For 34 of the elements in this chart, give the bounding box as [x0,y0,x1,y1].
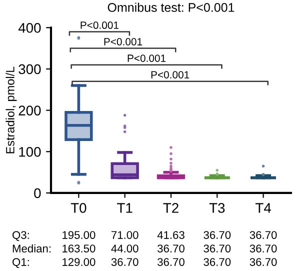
y-tick-label: 100 [19,146,41,157]
annotation: P<0.001 [80,22,119,29]
chart-title: Omnibus test: P<0.001 [108,2,234,12]
text: 36.70 [111,258,138,266]
text: 163.50 [62,244,96,252]
y-tick-label: 200 [18,106,41,116]
y-tick-label: 400 [18,22,41,33]
y-axis-title: Estradiol, pmol/L [6,66,17,154]
x-tick-label: T3 [209,203,225,213]
annotation: P<0.001 [104,38,142,46]
x-tick-label: T4 [256,203,272,213]
text: 36.70 [158,258,184,266]
text: 129.00 [62,258,96,266]
text: 36.70 [204,258,231,266]
x-tick-label: T1 [117,203,132,213]
x-tick-label: T2 [163,203,178,213]
annotation: P<0.001 [128,54,166,62]
text: Q1: [12,258,29,268]
text: 44.00 [111,244,138,252]
text: 36.70 [250,258,277,266]
text: Median: [12,244,51,252]
annotation: P<0.001 [151,71,190,78]
text: Q3: [12,231,29,241]
text: 36.70 [250,231,277,239]
x-tick-label: T0 [70,203,86,213]
text: 36.70 [204,231,231,239]
text: 195.00 [62,231,96,239]
text: 71.00 [112,231,138,239]
text: 36.70 [250,244,277,252]
y-tick-label: 300 [18,64,41,74]
text: 36.70 [158,244,184,252]
text: 36.70 [204,244,231,252]
y-tick-label: 0 [34,188,41,198]
text: 41.63 [157,231,184,239]
